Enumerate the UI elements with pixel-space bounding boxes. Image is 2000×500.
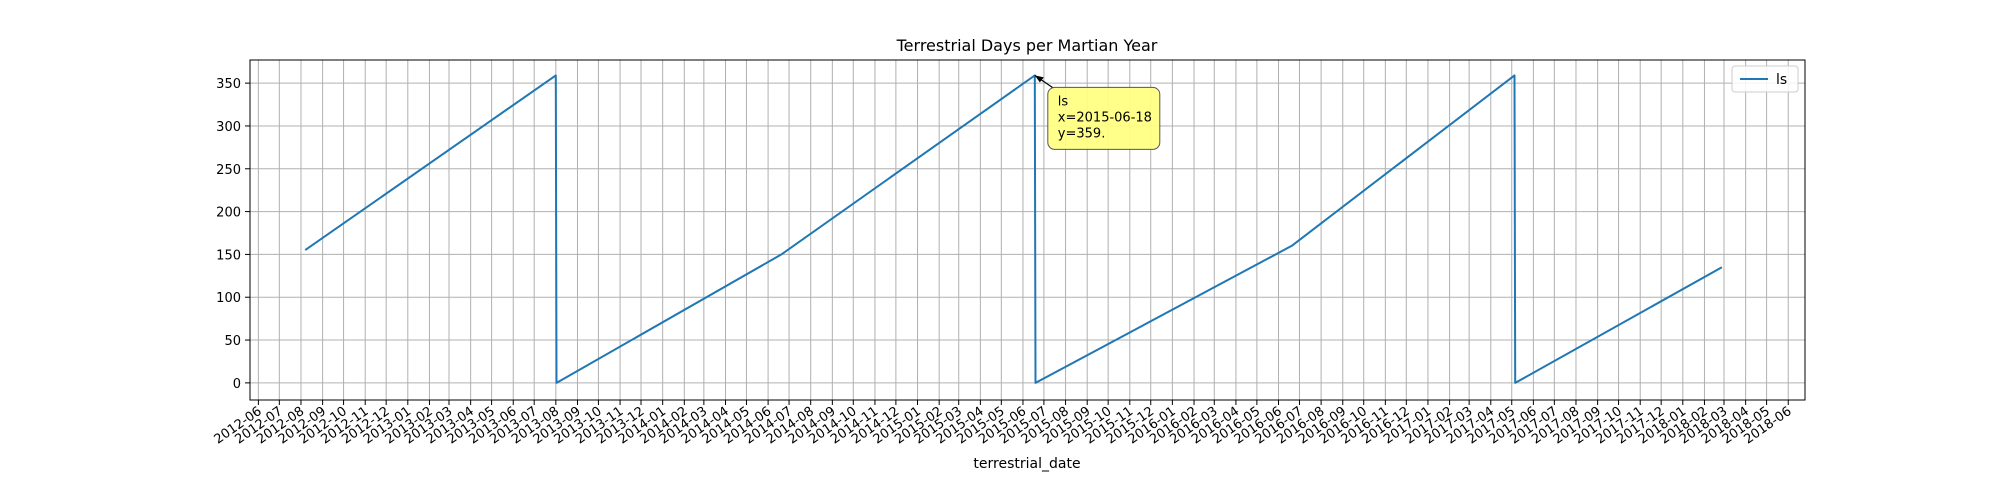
y-tick-label: 0 bbox=[233, 377, 241, 392]
tooltip-series-label: ls bbox=[1058, 94, 1069, 109]
x-axis-label: terrestrial_date bbox=[973, 456, 1080, 472]
y-tick-label: 50 bbox=[224, 334, 241, 349]
tooltip-x-value: x=2015-06-18 bbox=[1058, 110, 1152, 125]
y-tick-label: 250 bbox=[216, 163, 241, 178]
legend[interactable]: ls bbox=[1732, 66, 1798, 92]
legend-label-ls: ls bbox=[1776, 72, 1787, 88]
chart-title: Terrestrial Days per Martian Year bbox=[896, 36, 1158, 55]
y-tick-label: 200 bbox=[216, 206, 241, 221]
y-tick-label: 350 bbox=[216, 77, 241, 92]
y-tick-label: 300 bbox=[216, 120, 241, 135]
y-tick-label: 100 bbox=[216, 291, 241, 306]
tooltip-y-value: y=359. bbox=[1058, 126, 1106, 141]
y-tick-label: 150 bbox=[216, 248, 241, 263]
